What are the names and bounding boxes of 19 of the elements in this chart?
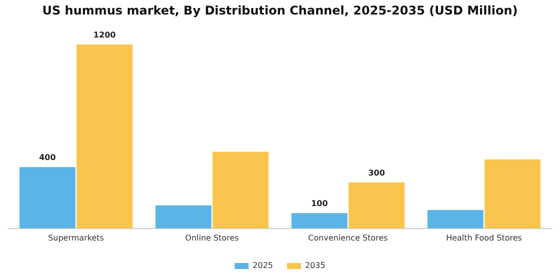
bar bbox=[484, 159, 541, 228]
legend-label: 2025 bbox=[252, 261, 273, 270]
x-tick-label: Health Food Stores bbox=[446, 233, 522, 242]
chart-title: US hummus market, By Distribution Channel, 2025-2035 (USD Million) bbox=[42, 3, 518, 18]
x-tick-label: Online Stores bbox=[185, 233, 239, 242]
legend-label: 2035 bbox=[305, 261, 326, 270]
data-label: 1200 bbox=[93, 30, 116, 40]
data-label: 100 bbox=[311, 199, 328, 208]
data-label: 300 bbox=[368, 168, 386, 178]
bar bbox=[291, 213, 348, 228]
bar bbox=[212, 152, 269, 228]
bar bbox=[427, 210, 484, 228]
data-label: 400 bbox=[39, 153, 56, 162]
bar bbox=[348, 182, 405, 228]
x-tick-label: Supermarkets bbox=[48, 233, 104, 242]
bar bbox=[155, 205, 212, 228]
bar bbox=[19, 167, 76, 228]
x-tick-label: Convenience Stores bbox=[308, 233, 388, 242]
bar bbox=[76, 44, 133, 228]
